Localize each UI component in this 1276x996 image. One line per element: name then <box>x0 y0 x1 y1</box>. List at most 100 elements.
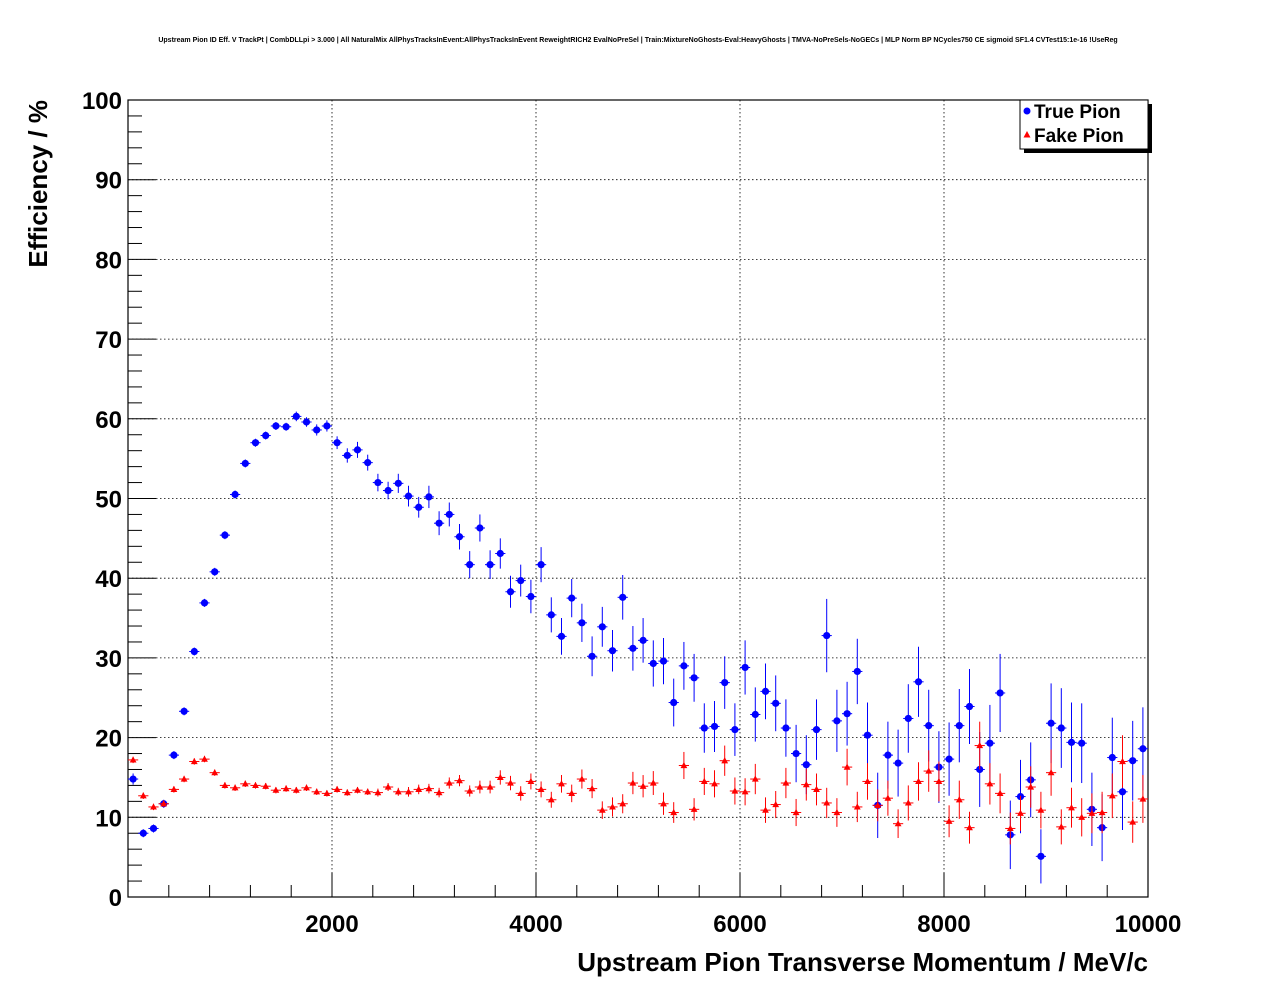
data-point <box>986 780 994 787</box>
y-tick-labels: 0 10 20 30 40 50 60 70 80 90 100 <box>82 88 122 912</box>
data-point <box>639 636 647 644</box>
data-point <box>455 533 464 541</box>
data-point <box>557 632 566 640</box>
data-point <box>1139 795 1147 802</box>
data-point <box>211 769 219 776</box>
data-point <box>231 784 239 791</box>
data-point <box>1037 852 1045 860</box>
data-point <box>292 412 300 421</box>
x-tick-label: 4000 <box>509 911 562 938</box>
data-point <box>466 787 474 794</box>
fake-pion-series <box>128 721 1148 845</box>
data-point <box>598 623 606 631</box>
data-point <box>659 657 668 665</box>
data-point <box>578 619 586 627</box>
data-point <box>302 418 311 426</box>
grid <box>128 100 1148 897</box>
data-point <box>690 674 698 682</box>
data-point <box>1088 809 1096 816</box>
data-point <box>139 829 147 837</box>
data-point <box>904 714 912 723</box>
data-point <box>354 786 361 793</box>
data-point <box>894 759 902 767</box>
data-point <box>517 789 525 796</box>
data-point <box>129 756 137 763</box>
data-point <box>1078 813 1086 820</box>
legend-fake-pion-marker <box>1023 131 1031 138</box>
data-point <box>966 824 973 831</box>
y-tick-label: 80 <box>95 247 122 274</box>
data-point <box>619 593 627 601</box>
y-tick-label: 70 <box>95 327 122 354</box>
legend-true-pion-marker <box>1023 107 1031 115</box>
data-point <box>445 779 453 786</box>
data-point <box>680 662 688 670</box>
legend-true-pion-label: True Pion <box>1034 102 1121 123</box>
data-point <box>915 777 922 785</box>
data-point <box>1057 724 1065 732</box>
data-point <box>955 722 963 730</box>
data-point <box>1057 823 1065 830</box>
data-point <box>833 808 841 816</box>
y-tick-label: 60 <box>95 407 122 434</box>
data-point <box>609 803 616 810</box>
data-point <box>588 785 596 792</box>
data-point <box>833 717 841 725</box>
data-point <box>170 751 178 759</box>
data-point <box>252 781 259 789</box>
y-tick-label: 10 <box>95 805 122 832</box>
data-point <box>476 524 484 532</box>
data-point <box>1047 719 1055 727</box>
data-point <box>762 806 769 813</box>
data-point <box>741 663 749 672</box>
data-point <box>884 794 892 801</box>
data-point <box>721 679 729 687</box>
data-point <box>364 788 372 795</box>
data-point <box>843 710 851 718</box>
data-point <box>945 817 953 824</box>
data-point <box>476 783 484 790</box>
y-tick-label: 40 <box>95 566 122 593</box>
data-point <box>1078 739 1086 747</box>
data-point <box>721 757 729 764</box>
y-tick-label: 30 <box>95 646 122 673</box>
data-point <box>802 761 810 769</box>
y-axis-label: Efficiency / % <box>23 100 53 268</box>
data-point <box>262 782 270 789</box>
data-point <box>211 568 219 576</box>
data-point <box>435 788 443 796</box>
data-point <box>251 439 260 447</box>
data-point <box>241 459 249 468</box>
data-point <box>415 785 423 793</box>
data-point <box>955 796 963 803</box>
data-point <box>874 801 882 808</box>
data-point <box>1068 804 1075 811</box>
data-point <box>292 786 300 793</box>
data-point <box>129 775 137 783</box>
data-point <box>374 788 382 796</box>
data-point <box>313 426 321 434</box>
data-point <box>180 775 188 782</box>
data-point <box>333 785 341 793</box>
data-point <box>201 755 208 762</box>
data-point <box>527 777 535 785</box>
data-point <box>343 788 351 796</box>
data-point <box>425 493 433 501</box>
x-tick-label: 10000 <box>1115 911 1182 938</box>
data-point <box>792 749 800 758</box>
data-point <box>976 741 984 749</box>
data-point <box>1119 757 1126 765</box>
data-point <box>772 800 780 808</box>
data-point <box>894 820 902 827</box>
data-point <box>813 785 820 793</box>
data-point <box>986 739 994 747</box>
data-point <box>282 785 290 792</box>
y-tick-label: 0 <box>109 885 122 912</box>
data-point <box>812 726 821 734</box>
data-point <box>1006 824 1014 832</box>
data-point <box>1129 818 1137 825</box>
data-point <box>221 781 229 789</box>
data-point <box>1098 808 1106 816</box>
